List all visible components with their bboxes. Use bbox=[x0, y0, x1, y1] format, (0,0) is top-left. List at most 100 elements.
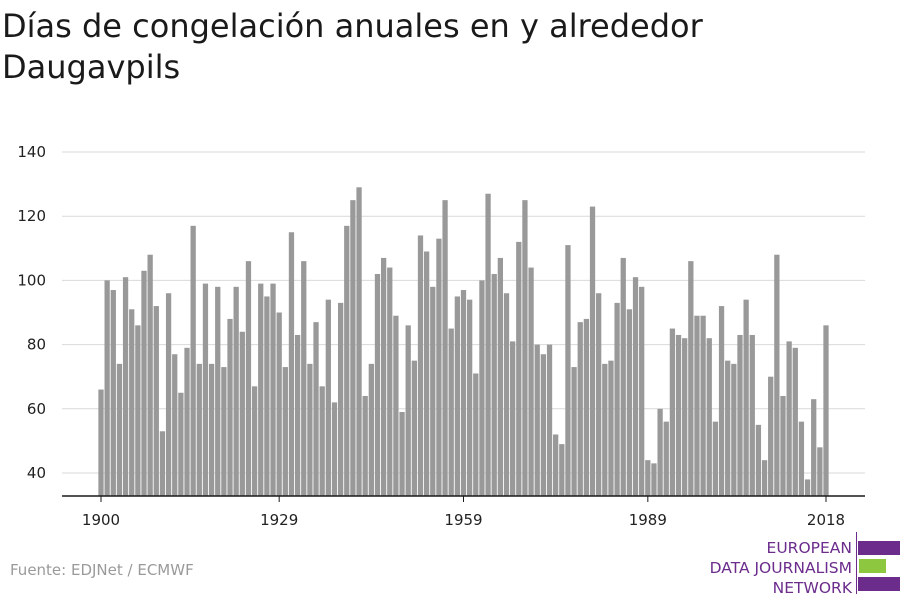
bar-1958 bbox=[454, 296, 460, 496]
bar-2014 bbox=[798, 421, 805, 496]
y-tick-label: 60 bbox=[27, 400, 46, 418]
bar-1960 bbox=[467, 299, 473, 496]
bar-1929 bbox=[276, 312, 282, 496]
x-tick-label: 2018 bbox=[807, 511, 845, 529]
bar-1905 bbox=[129, 309, 135, 496]
bar-1914 bbox=[184, 347, 190, 496]
bar-2016 bbox=[811, 399, 817, 496]
edjnet-logo: EUROPEAN DATA JOURNALISM NETWORK bbox=[670, 530, 900, 598]
bar-1940 bbox=[344, 225, 350, 496]
logo-text: EUROPEAN DATA JOURNALISM NETWORK bbox=[710, 538, 852, 598]
bar-1992 bbox=[663, 421, 669, 496]
x-tick-label: 1900 bbox=[82, 511, 120, 529]
y-tick-label: 80 bbox=[27, 336, 46, 354]
bar-1972 bbox=[540, 354, 547, 496]
bar-1925 bbox=[251, 386, 258, 496]
bar-1966 bbox=[503, 293, 510, 496]
bar-1977 bbox=[571, 367, 577, 496]
bar-1942 bbox=[356, 187, 362, 496]
bar-2011 bbox=[780, 395, 786, 496]
source-note: Fuente: EDJNet / ECMWF bbox=[10, 561, 194, 579]
bar-1975 bbox=[559, 444, 565, 496]
logo-bar-green bbox=[859, 559, 886, 573]
bar-1900 bbox=[98, 389, 104, 496]
bar-1937 bbox=[325, 299, 331, 496]
bar-2003 bbox=[731, 363, 737, 496]
bar-1931 bbox=[288, 232, 295, 496]
logo-line-2: DATA JOURNALISM bbox=[709, 559, 852, 577]
bar-1918 bbox=[208, 363, 215, 496]
bar-1998 bbox=[700, 315, 706, 496]
bar-1990 bbox=[651, 463, 657, 496]
bar-1938 bbox=[331, 402, 338, 496]
bar-2004 bbox=[737, 334, 743, 496]
y-tick-label: 140 bbox=[17, 143, 46, 161]
bar-1930 bbox=[282, 367, 288, 496]
bar-2013 bbox=[792, 347, 798, 496]
logo-bar-purple-bottom bbox=[858, 577, 900, 591]
bar-1904 bbox=[122, 277, 129, 496]
bar-1982 bbox=[602, 363, 608, 496]
bar-1933 bbox=[301, 261, 307, 496]
bar-1939 bbox=[337, 302, 344, 496]
x-tick-label: 1929 bbox=[260, 511, 298, 529]
bar-1947 bbox=[387, 267, 393, 496]
bar-1949 bbox=[399, 412, 405, 496]
bar-1995 bbox=[682, 338, 688, 496]
chart-title: Días de congelación anuales en y alreded… bbox=[2, 7, 703, 86]
bar-1956 bbox=[442, 200, 448, 496]
bar-1953 bbox=[423, 251, 430, 496]
bar-1923 bbox=[239, 331, 245, 496]
bar-1924 bbox=[245, 261, 252, 496]
bar-1928 bbox=[270, 283, 276, 496]
bar-1957 bbox=[448, 328, 454, 496]
bar-1945 bbox=[374, 273, 381, 496]
bar-1952 bbox=[417, 235, 424, 496]
bar-1926 bbox=[258, 283, 264, 496]
bar-1941 bbox=[350, 200, 356, 496]
bar-2017 bbox=[817, 447, 823, 496]
bar-2007 bbox=[755, 424, 762, 496]
bar-2009 bbox=[768, 376, 774, 496]
bar-1988 bbox=[639, 286, 645, 496]
bar-1968 bbox=[516, 241, 522, 496]
bar-1984 bbox=[614, 302, 620, 496]
logo-bar-purple-top bbox=[858, 541, 900, 555]
y-tick-label: 120 bbox=[17, 207, 46, 225]
bar-1973 bbox=[546, 344, 553, 496]
bar-1906 bbox=[135, 325, 141, 496]
x-tick-label: 1959 bbox=[444, 511, 482, 529]
bar-1970 bbox=[528, 267, 534, 496]
bar-1986 bbox=[626, 309, 633, 496]
bar-2010 bbox=[774, 254, 780, 496]
bar-1943 bbox=[362, 395, 368, 496]
bar-1919 bbox=[215, 286, 221, 496]
bar-1950 bbox=[405, 325, 411, 496]
bar-2006 bbox=[749, 334, 755, 496]
bar-1981 bbox=[596, 293, 602, 496]
bar-1994 bbox=[675, 334, 682, 496]
bar-1999 bbox=[706, 338, 712, 496]
bar-1996 bbox=[688, 261, 694, 496]
bar-1991 bbox=[657, 408, 663, 496]
bar-1997 bbox=[694, 315, 700, 496]
bar-1980 bbox=[589, 206, 596, 496]
bar-1983 bbox=[608, 360, 614, 496]
bar-1911 bbox=[165, 293, 172, 496]
bar-1927 bbox=[264, 296, 270, 496]
x-tick-label: 1989 bbox=[629, 511, 667, 529]
bar-2012 bbox=[786, 341, 792, 496]
bars bbox=[98, 187, 829, 497]
bar-1936 bbox=[319, 386, 325, 496]
bar-1971 bbox=[534, 344, 540, 496]
bar-1969 bbox=[522, 200, 528, 496]
bar-1967 bbox=[510, 341, 516, 496]
bar-2002 bbox=[725, 360, 731, 496]
bar-1978 bbox=[577, 322, 583, 496]
logo-line-1: EUROPEAN bbox=[766, 539, 852, 557]
bar-2005 bbox=[743, 299, 749, 496]
bar-1913 bbox=[178, 392, 184, 496]
bar-1921 bbox=[227, 318, 233, 496]
bar-1902 bbox=[110, 290, 116, 496]
bar-1951 bbox=[411, 360, 417, 496]
